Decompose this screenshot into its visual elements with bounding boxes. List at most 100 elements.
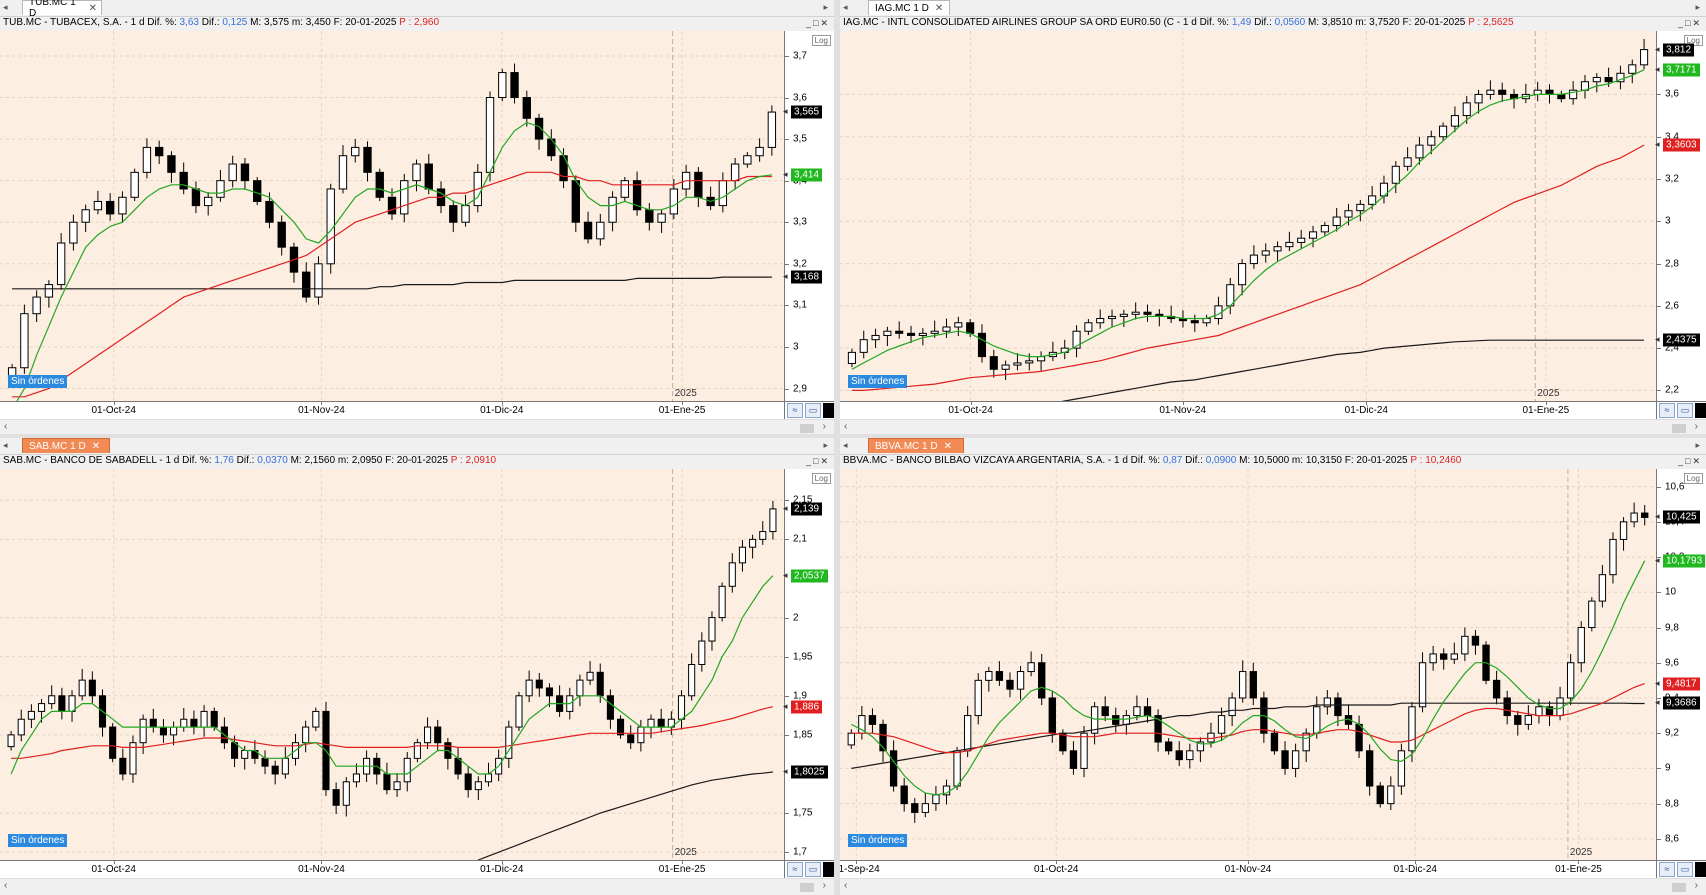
candle-up <box>749 538 757 548</box>
color-theme-icon[interactable] <box>1695 403 1706 418</box>
tab-scroll-right-icon[interactable]: ▸ <box>823 2 828 12</box>
time-axis[interactable]: 01-Oct-24 01-Nov-24 01-Dic-24 01-Ene-25 <box>0 401 784 420</box>
horizontal-scrollbar[interactable]: ‹ › <box>0 878 834 895</box>
price-plot-area[interactable]: Sin órdenes <box>840 31 1656 401</box>
horizontal-scrollbar[interactable]: ‹ › <box>0 419 834 436</box>
orders-status-badge[interactable]: Sin órdenes <box>848 834 908 847</box>
axis-tick-mark <box>1657 803 1661 805</box>
orders-status-badge[interactable]: Sin órdenes <box>8 375 68 388</box>
log-scale-toggle[interactable]: Log <box>1683 473 1703 484</box>
candle-up <box>351 146 360 157</box>
candle-up <box>1598 574 1607 602</box>
window-controls[interactable]: _□✕ <box>802 456 830 467</box>
time-tick-label: 01-Dic-24 <box>1393 864 1437 875</box>
candle-up <box>1084 322 1093 332</box>
candle-up <box>56 242 66 286</box>
price-axis[interactable]: Log 3,6 3,4 3,2 3 2,8 2,6 2,4 2,2 3,812 ◂ 3,7171 ◂ 3,… <box>1655 31 1706 401</box>
candle-down <box>179 171 188 190</box>
time-tick-mark <box>1366 402 1368 405</box>
orders-status-badge[interactable]: Sin órdenes <box>848 375 908 388</box>
scroll-left-icon[interactable]: ‹ <box>4 421 8 432</box>
info-dif-pct-label: Dif. %: <box>182 455 212 466</box>
info-dif-pct: 0,87 <box>1162 455 1183 466</box>
price-plot-area[interactable]: Sin órdenes <box>840 469 1656 860</box>
tab-scroll-right-icon[interactable]: ▸ <box>1695 440 1700 450</box>
indicator-icon[interactable]: ≈ <box>787 403 803 418</box>
scroll-thumb[interactable] <box>1672 424 1686 433</box>
price-axis[interactable]: Log10,610,410,2109,89,69,49,298,88,610,4… <box>1655 469 1706 860</box>
candle-down <box>449 205 458 223</box>
info-dif: 0,0560 <box>1274 17 1306 28</box>
axis-tick-label: 2,4 <box>1665 342 1679 354</box>
tab-scroll-left-icon[interactable]: ◂ <box>3 2 8 12</box>
scroll-right-icon[interactable]: › <box>1694 880 1698 891</box>
window-controls[interactable]: _□✕ <box>1674 456 1702 467</box>
candle-up <box>1566 662 1575 699</box>
indicator-icon[interactable]: ≈ <box>787 862 803 877</box>
tab-scroll-left-icon[interactable]: ◂ <box>843 440 848 450</box>
close-tab-icon[interactable]: ✕ <box>943 440 952 452</box>
candle-down <box>265 200 274 223</box>
candle-down <box>375 171 384 198</box>
horizontal-splitter[interactable] <box>0 434 1706 438</box>
scroll-thumb[interactable] <box>1672 883 1686 892</box>
scroll-left-icon[interactable]: ‹ <box>844 421 848 432</box>
tab-scroll-left-icon[interactable]: ◂ <box>3 440 8 450</box>
axis-tick-mark <box>785 222 789 224</box>
indicator-icon[interactable]: ≈ <box>1659 403 1675 418</box>
color-theme-icon[interactable] <box>1695 862 1706 877</box>
close-tab-icon[interactable]: ✕ <box>88 2 97 14</box>
price-axis[interactable]: Log 2,15 2,1 2 1,95 1,9 1,85 1,75 1,7 2,139 ◂ 2,053… <box>783 469 834 860</box>
scroll-left-icon[interactable]: ‹ <box>844 880 848 891</box>
save-icon[interactable]: ▭ <box>1677 862 1693 877</box>
axis-tick-mark <box>785 695 789 697</box>
price-plot-area[interactable]: Sin órdenes <box>0 469 784 860</box>
chart-tab[interactable]: BBVA.MC 1 D ✕ <box>868 438 964 453</box>
tab-scroll-right-icon[interactable]: ▸ <box>823 440 828 450</box>
save-icon[interactable]: ▭ <box>805 403 821 418</box>
time-axis[interactable]: 01-Oct-24 01-Nov-24 01-Dic-24 01-Ene-25 <box>0 860 784 879</box>
close-tab-icon[interactable]: ✕ <box>934 2 944 14</box>
tab-scroll-right-icon[interactable]: ▸ <box>1695 2 1700 12</box>
axis-tick-label: 3,6 <box>793 92 807 104</box>
indicator-icon[interactable]: ≈ <box>1659 862 1675 877</box>
info-date: 20-01-2025 <box>1414 17 1466 28</box>
candle-up <box>620 180 630 198</box>
vertical-splitter[interactable] <box>834 0 840 895</box>
candle-down <box>510 72 519 99</box>
save-icon[interactable]: ▭ <box>805 862 821 877</box>
scroll-left-icon[interactable]: ‹ <box>4 880 8 891</box>
time-tick-label: 01-Dic-24 <box>480 405 524 416</box>
close-tab-icon[interactable]: ✕ <box>91 440 101 452</box>
save-icon[interactable]: ▭ <box>1677 403 1693 418</box>
scroll-right-icon[interactable]: › <box>1694 421 1698 432</box>
chart-tab[interactable]: SAB.MC 1 D ✕ <box>22 438 110 453</box>
window-controls[interactable]: _□✕ <box>1674 18 1702 29</box>
candle-up <box>921 803 930 813</box>
chart-tab[interactable]: IAG.MC 1 D ✕ <box>868 0 950 15</box>
scroll-thumb[interactable] <box>800 883 814 892</box>
axis-tick-label: 1,9 <box>793 690 807 702</box>
scroll-right-icon[interactable]: › <box>822 880 826 891</box>
candle-down <box>911 803 919 813</box>
time-axis[interactable]: 01-Oct-24 01-Nov-24 01-Dic-24 01-Ene-25 <box>840 401 1656 420</box>
candle-up <box>1119 313 1128 317</box>
chart-tab[interactable]: TUB.MC 1 D ✕ <box>22 0 102 19</box>
horizontal-scrollbar[interactable]: ‹ › <box>840 419 1706 436</box>
log-scale-toggle[interactable]: Log <box>811 35 831 46</box>
price-axis[interactable]: Log3,73,63,53,43,33,23,132,93,565◂3,414◂… <box>783 31 834 401</box>
time-axis[interactable]: 01-Sep-24 01-Oct-24 01-Nov-24 01-Dic-24 01-E… <box>833 860 1656 879</box>
candle-down <box>1038 662 1046 699</box>
orders-status-badge[interactable]: Sin órdenes <box>8 834 68 847</box>
candle-down <box>1557 93 1566 100</box>
price-plot-area[interactable]: Sin órdenes <box>0 31 784 401</box>
candle-down <box>1365 750 1374 787</box>
scroll-right-icon[interactable]: › <box>822 421 826 432</box>
horizontal-scrollbar[interactable]: ‹ › <box>840 878 1706 895</box>
tab-scroll-left-icon[interactable]: ◂ <box>843 2 848 12</box>
candle-up <box>963 715 972 752</box>
scroll-thumb[interactable] <box>800 424 814 433</box>
window-controls[interactable]: _□✕ <box>802 18 830 29</box>
log-scale-toggle[interactable]: Log <box>811 473 831 484</box>
axis-tick-mark <box>785 263 789 265</box>
